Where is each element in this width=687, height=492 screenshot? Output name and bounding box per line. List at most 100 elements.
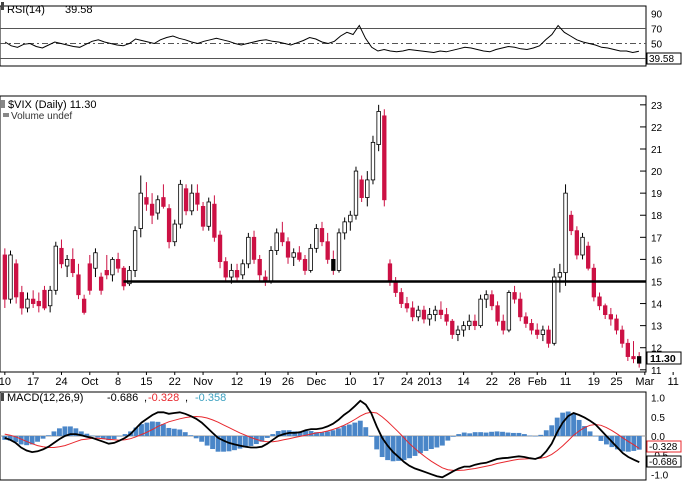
candle (64, 254, 70, 278)
candle-body (501, 320, 506, 331)
macd-histogram-bar (199, 436, 205, 442)
macd-histogram-bar (461, 432, 467, 436)
x-tick-label: 22 (169, 376, 181, 388)
x-tick-label: 19 (259, 376, 271, 388)
candle (586, 241, 591, 271)
candle (200, 201, 206, 231)
macd-histogram-bar (166, 427, 172, 436)
candle (574, 226, 580, 260)
x-tick-label: 10 (344, 376, 356, 388)
macd-histogram-bar (155, 421, 161, 436)
candle-body (523, 316, 529, 324)
candle-body (427, 314, 432, 320)
candle-body (478, 298, 483, 327)
macd-histogram-bar (341, 425, 347, 436)
candle-body (30, 298, 36, 304)
candle (455, 325, 461, 342)
rsi-legend-swatch (1, 2, 4, 10)
candle-body (336, 232, 342, 271)
candle (535, 323, 540, 339)
candle-body (212, 203, 217, 238)
candle (132, 226, 138, 278)
price-tick-label: 15 (651, 277, 663, 288)
macd-histogram-bar (434, 436, 440, 448)
candle-body (472, 320, 478, 327)
macd-histogram-bar (500, 431, 505, 436)
candle-body (353, 170, 359, 216)
candle-body (399, 292, 404, 304)
candle-body (53, 245, 58, 291)
candle-body (302, 258, 308, 271)
candle-body (461, 325, 466, 331)
rsi-tick-label: 50 (651, 40, 663, 51)
macd-histogram-bar (396, 436, 402, 461)
candle-body (274, 232, 279, 251)
candle-body (155, 199, 160, 214)
candle-body (183, 188, 189, 212)
macd-tick-labels: 1.00.50.0-0.5-1.0 (651, 394, 669, 482)
macd-histogram-bar (270, 434, 276, 436)
macd-separator-0: , (144, 392, 147, 404)
price-tick-label: 11 (651, 366, 662, 377)
macd-histogram-bar (571, 413, 577, 436)
candle (529, 319, 534, 335)
macd-histogram-bar (95, 436, 101, 438)
candle (467, 314, 472, 331)
candle-body (251, 236, 257, 260)
x-tick-label: 26 (282, 376, 294, 388)
macd-histogram-bar (171, 428, 177, 436)
candle-body (540, 329, 546, 335)
macd-histogram-bar (346, 424, 352, 436)
macd-histogram-bar (51, 431, 57, 436)
macd-tick-label: 0.5 (651, 413, 665, 424)
candle-body (149, 203, 155, 216)
candle (382, 109, 387, 207)
macd-histogram-bar (549, 425, 555, 436)
candle-body (19, 292, 24, 309)
candle (336, 228, 342, 273)
macd-histogram-bar (494, 431, 500, 436)
macd-histogram-bar (620, 436, 626, 452)
x-tick-label: Dec (307, 376, 327, 388)
macd-histogram-bar (614, 436, 620, 450)
macd-histogram-bar (631, 436, 637, 451)
macd-histogram-bar (149, 421, 155, 436)
macd-histogram-bar (532, 436, 538, 437)
macd-histogram-bar (308, 431, 314, 436)
candlesticks (2, 104, 642, 368)
macd-histogram-bar (221, 436, 226, 452)
macd-histogram-bar (445, 436, 451, 441)
candle (268, 246, 274, 284)
candle-body (206, 201, 211, 227)
candle-body (546, 329, 551, 344)
candle (2, 248, 7, 308)
candle (155, 195, 160, 220)
candle-body (382, 115, 387, 201)
candle-body (297, 252, 302, 260)
candle-body (257, 258, 262, 276)
price-tick-label: 14 (651, 300, 663, 311)
macd-signal-value-label: -0.328 (148, 392, 179, 404)
macd-histogram-bar (67, 426, 73, 436)
candle (314, 224, 319, 253)
price-tick-label: 21 (651, 145, 663, 156)
candle-body (314, 228, 319, 249)
macd-histogram-bar (133, 427, 139, 436)
x-tick-label: Mar (635, 376, 654, 388)
candle (81, 294, 87, 315)
candle (433, 305, 438, 322)
candle-body (200, 205, 206, 227)
macd-histogram-bar (13, 436, 19, 443)
candle (404, 296, 410, 313)
candle (149, 193, 155, 225)
candle-body (161, 197, 166, 207)
candle-body (342, 221, 347, 234)
candle (246, 232, 251, 269)
candle (285, 237, 291, 264)
candle-body (8, 254, 13, 300)
candle-body (104, 270, 109, 276)
macd-label: MACD(12,26,9) (7, 392, 83, 404)
candle (512, 285, 517, 304)
candle-body (586, 245, 591, 269)
